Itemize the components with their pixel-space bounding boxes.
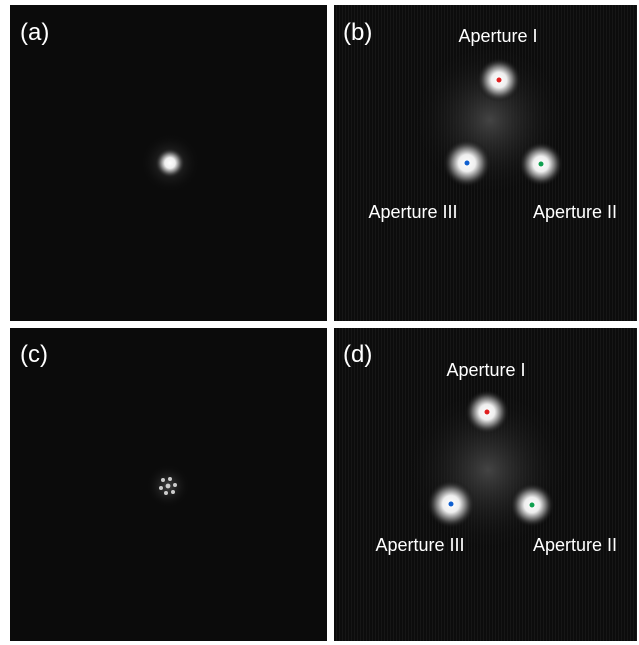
dot (465, 161, 470, 166)
panel-label: (d) (343, 341, 372, 368)
dot (485, 410, 490, 415)
panel-label: (b) (343, 19, 372, 46)
aperture-label: Aperture I (446, 360, 525, 380)
aperture-label: Aperture I (458, 26, 537, 46)
aperture-label: Aperture III (368, 202, 457, 222)
panel-label: (c) (20, 341, 48, 368)
dot (539, 162, 544, 167)
aperture-label: Aperture II (533, 535, 617, 555)
dot (497, 78, 502, 83)
panel-label: (a) (20, 19, 49, 46)
page: (a) (b) Aperture I Aperture II Aperture … (0, 0, 639, 645)
figure: (a) (b) Aperture I Aperture II Aperture … (0, 0, 639, 645)
aperture-label: Aperture III (375, 535, 464, 555)
dot (449, 502, 454, 507)
aperture-label: Aperture II (533, 202, 617, 222)
spot (155, 148, 185, 178)
dot (530, 503, 535, 508)
